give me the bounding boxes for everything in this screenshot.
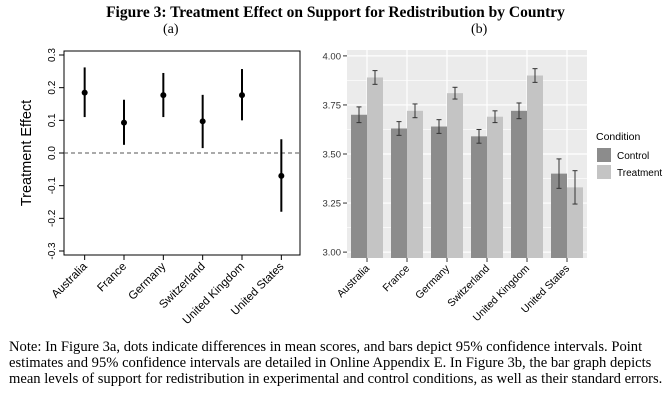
panel-label-a: (a) [163, 22, 179, 37]
y-tick-label-a: 0.0 [47, 146, 58, 160]
chart-a-treatment-effect: -0.3 -0.2 -0.1 0.0 0.1 0.2 0.3 Treatment Effect… [19, 48, 301, 327]
estimate-point [199, 118, 206, 125]
estimate-point [160, 92, 167, 99]
estimate-point [121, 119, 127, 126]
x-tick-label-a: France [95, 261, 129, 295]
y-tick-label-a: 0.1 [47, 113, 58, 127]
figure-title: Figure 3: Treatment Effect on Support fo… [106, 4, 565, 21]
estimate-point [278, 172, 285, 179]
x-tick-label-a: Australia [50, 260, 91, 301]
y-tick-label-a: 0.3 [47, 48, 58, 62]
y-tick-label-a: -0.3 [47, 242, 58, 260]
estimate-point [239, 92, 245, 99]
y-tick-label-a: -0.2 [47, 209, 58, 227]
y-axis-label-a: Treatment Effect [19, 100, 35, 206]
panel-label-b: (b) [471, 22, 488, 37]
y-tick-label-a: 0.2 [47, 80, 58, 94]
estimate-point [81, 89, 88, 96]
y-tick-label-a: -0.1 [47, 177, 58, 195]
figure-note: Note: In Figure 3a, dots indicate differ… [9, 339, 663, 387]
